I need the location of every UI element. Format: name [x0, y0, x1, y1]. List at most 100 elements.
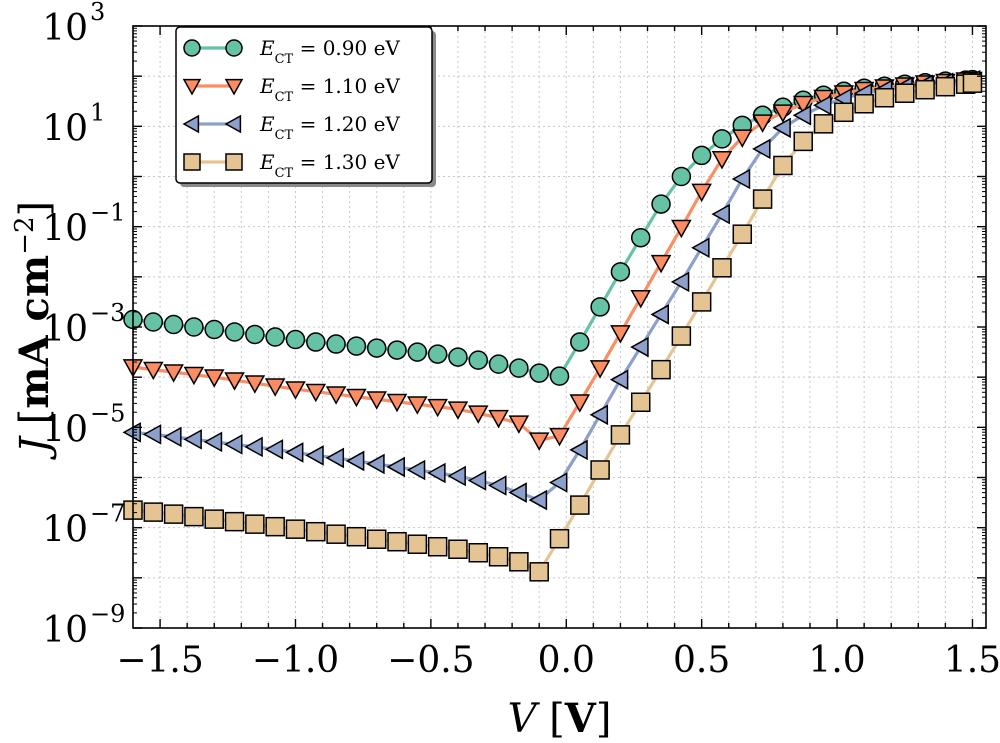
data-point: [366, 391, 387, 410]
y-tick-label-exponent: −3: [90, 299, 125, 327]
data-point: [224, 322, 245, 342]
legend-label-subscript: CT: [275, 166, 294, 181]
data-point: [163, 504, 184, 524]
data-point: [407, 396, 428, 415]
data-point: [508, 415, 530, 434]
data-point: [427, 462, 446, 484]
data-point: [589, 360, 611, 379]
data-point: [447, 401, 469, 420]
data-point: [630, 392, 651, 412]
data-point: [203, 369, 225, 388]
data-point: [772, 104, 794, 123]
data-point: [834, 102, 854, 123]
data-point: [204, 509, 224, 529]
x-axis-variable: V: [508, 696, 541, 742]
x-tick-label: −0.5: [387, 640, 474, 681]
data-point: [326, 334, 346, 354]
data-point: [387, 340, 407, 360]
data-point: [345, 450, 365, 472]
data-point: [448, 347, 468, 367]
data-point: [488, 547, 509, 567]
x-axis-unit: V: [564, 695, 597, 742]
data-point: [711, 203, 730, 225]
data-point: [386, 393, 408, 413]
data-point: [691, 237, 710, 259]
data-point: [143, 361, 164, 381]
data-point: [245, 324, 265, 345]
data-point: [509, 552, 529, 572]
data-point: [183, 39, 201, 57]
data-point: [143, 312, 164, 332]
data-point: [325, 447, 345, 469]
data-point: [630, 227, 651, 248]
data-point: [224, 434, 243, 455]
data-point: [142, 424, 162, 445]
data-point: [549, 427, 570, 447]
x-tick-label: 1.0: [808, 640, 865, 681]
y-axis-variable: J: [12, 435, 58, 460]
data-point: [691, 145, 712, 166]
x-tick-label: −1.0: [252, 640, 339, 681]
data-point: [793, 131, 813, 152]
data-point: [225, 39, 243, 57]
data-point: [467, 470, 487, 491]
data-point: [346, 336, 367, 356]
legend-label-variable: E: [259, 74, 275, 98]
data-point: [204, 319, 224, 340]
y-tick-label-exponent: 1: [90, 98, 105, 126]
data-point: [407, 342, 428, 362]
data-point: [529, 363, 549, 383]
data-point: [529, 562, 549, 582]
data-point: [570, 332, 590, 352]
data-point: [244, 436, 263, 458]
data-point: [732, 129, 753, 148]
legend-label-value: = 0.90 eV: [293, 36, 400, 60]
legend-label-value: = 1.10 eV: [293, 74, 400, 98]
y-tick-label: 10: [42, 510, 88, 551]
data-point: [326, 524, 346, 544]
data-point: [711, 150, 733, 170]
data-point: [305, 383, 327, 403]
x-axis-bracket: ]: [596, 696, 612, 742]
data-point: [589, 404, 609, 426]
legend-entry: ECT = 1.30 eV: [183, 150, 400, 181]
y-tick-label-exponent: −9: [90, 600, 125, 628]
legend-label-value: = 1.20 eV: [293, 112, 400, 136]
data-point: [712, 258, 732, 278]
data-point: [650, 254, 672, 274]
data-point: [184, 506, 204, 527]
data-point: [671, 326, 692, 346]
data-point: [305, 445, 324, 466]
data-point: [183, 153, 201, 171]
data-point: [163, 314, 184, 335]
data-point: [549, 366, 570, 386]
data-point: [935, 76, 956, 97]
y-axis-bracket: [: [12, 409, 58, 437]
data-point: [325, 386, 347, 405]
data-point: [773, 155, 793, 176]
data-point: [182, 78, 202, 96]
data-point: [569, 439, 588, 461]
data-point: [427, 344, 448, 364]
data-point: [691, 292, 712, 312]
data-point: [590, 460, 610, 480]
data-point: [366, 338, 387, 358]
x-tick-label: 0.5: [673, 640, 730, 681]
data-point: [366, 529, 387, 549]
y-tick-label: 10: [42, 8, 88, 49]
data-point: [122, 422, 141, 443]
legend-label: ECT = 1.20 eV: [259, 112, 400, 143]
data-point: [346, 388, 367, 408]
data-point: [346, 526, 367, 547]
y-tick-label: 10: [42, 309, 88, 350]
data-point: [671, 219, 692, 239]
data-point: [224, 372, 245, 391]
x-axis-label-text: V [V]: [508, 695, 612, 742]
data-point: [508, 482, 527, 503]
y-axis-bracket: ]: [12, 201, 58, 217]
legend-label-variable: E: [259, 36, 275, 60]
legend-label-subscript: CT: [275, 52, 294, 67]
data-point: [651, 359, 671, 380]
x-tick-label: 0.0: [538, 640, 595, 681]
data-point: [549, 528, 570, 549]
